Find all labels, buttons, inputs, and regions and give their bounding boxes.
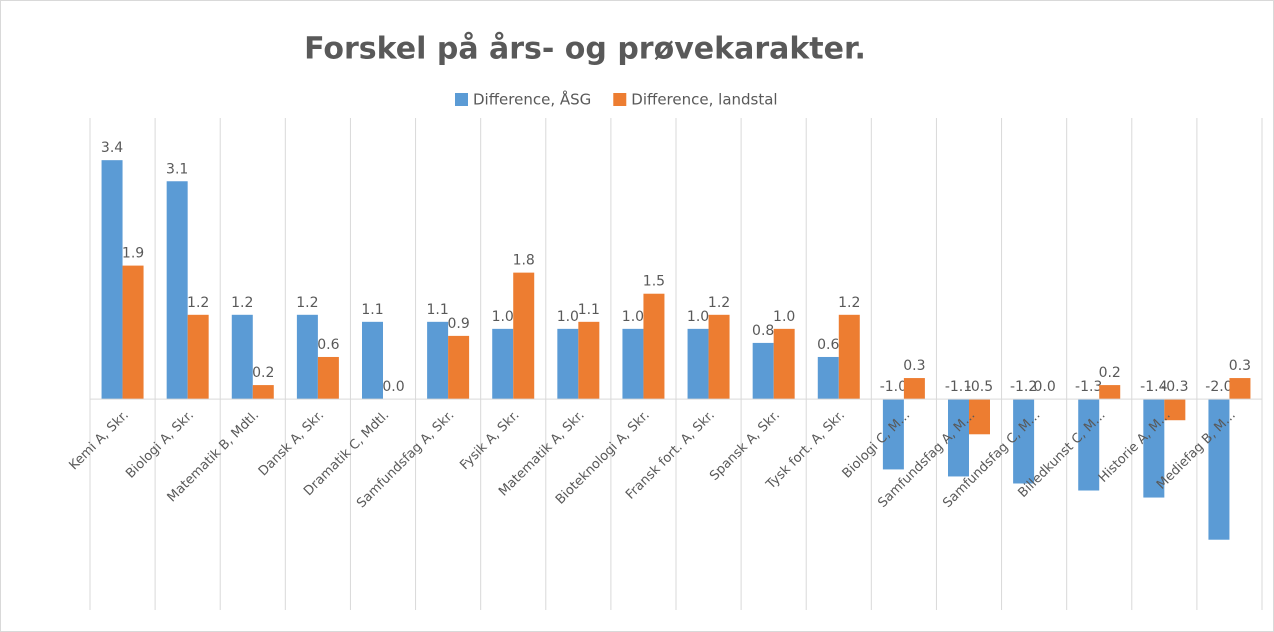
value-label: 1.2 [187,295,209,311]
bar [687,328,709,400]
value-label: 0.6 [817,337,839,353]
bar [557,328,579,400]
value-label: -2.0 [1205,379,1232,395]
value-label: 1.1 [578,302,600,318]
bar [838,314,860,400]
bar [578,321,600,400]
legend-label: Difference, ÅSG [473,90,591,109]
value-label: -1.3 [1075,379,1102,395]
value-label: 1.8 [513,253,535,269]
bar [166,181,188,400]
value-label: -1.2 [1010,379,1037,395]
value-label: 3.4 [101,140,123,156]
bar [773,328,795,400]
value-label: 0.2 [1099,365,1121,381]
value-label: 1.1 [361,302,383,318]
bar [622,328,644,400]
legend-swatch [455,93,468,106]
legend-swatch [613,93,627,106]
value-label: 0.3 [903,358,925,374]
chart-title: Forskel på års- og prøvekarakter. [304,31,866,67]
bar [1229,378,1251,400]
value-label: 1.0 [687,309,709,325]
value-label: -1.0 [880,379,907,395]
bar [882,399,904,470]
value-label: 1.2 [231,295,253,311]
value-label: 1.1 [426,302,448,318]
bar [317,356,339,400]
bar [231,314,253,400]
bar [187,314,209,400]
value-label: -0.3 [1161,379,1188,395]
value-label: 1.2 [296,295,318,311]
value-label: -1.1 [945,379,972,395]
bar [513,272,535,400]
bar [1078,399,1100,491]
bar [427,321,449,400]
value-label: 1.9 [122,246,144,262]
bar [252,385,274,400]
bar [1013,399,1035,484]
bar [969,399,990,435]
value-label: 1.0 [557,309,579,325]
bar [1208,399,1230,540]
value-label: 0.8 [752,323,774,339]
value-label: 1.2 [708,295,730,311]
value-label: 3.1 [166,161,188,177]
bar [101,160,123,400]
bar [362,321,383,400]
value-label: 0.0 [1033,379,1055,395]
bar [708,314,730,400]
bar [1143,399,1165,498]
bar [752,342,774,400]
value-label: 0.2 [252,365,274,381]
bar [122,265,144,400]
bar [643,293,665,400]
legend-label: Difference, landstal [631,91,777,109]
value-label: -0.5 [966,379,993,395]
value-label: 0.0 [382,379,404,395]
value-label: -1.4 [1140,379,1167,395]
bar [1099,385,1121,400]
bar [492,328,514,400]
value-label: 1.2 [838,295,860,311]
value-label: 1.0 [622,309,644,325]
bar [903,378,925,400]
value-label: 0.9 [447,316,469,332]
bar [296,314,318,400]
value-label: 1.5 [643,274,665,290]
value-label: 0.6 [317,337,339,353]
value-label: 1.0 [492,309,514,325]
bar [817,356,839,400]
bar [948,399,969,477]
bar [1164,399,1186,421]
value-label: 0.3 [1229,358,1251,374]
value-label: 1.0 [773,309,795,325]
bar [448,335,470,400]
